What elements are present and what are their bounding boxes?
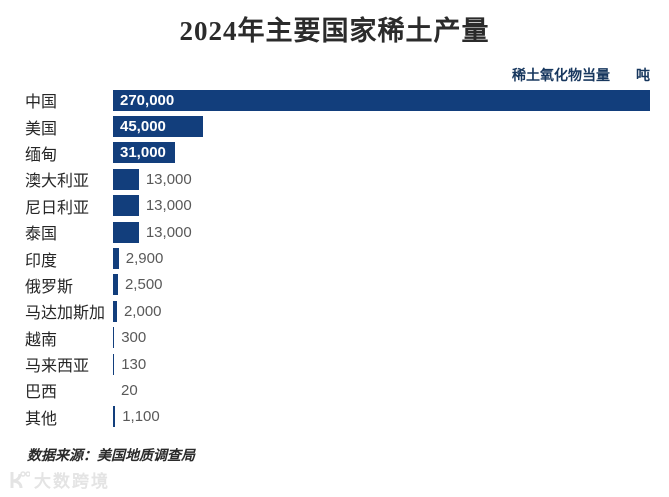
category-label: 美国: [25, 120, 58, 138]
bar-area: 2,000: [113, 298, 669, 324]
value-label: 130: [121, 355, 147, 373]
category-label: 泰国: [25, 226, 58, 244]
bar-area: 13,000: [113, 219, 669, 245]
value-label: 13,000: [145, 170, 192, 188]
category-label: 马来西亚: [25, 358, 90, 376]
value-label: 13,000: [145, 223, 192, 241]
bar: [113, 195, 139, 217]
bar: [113, 353, 115, 375]
category-label: 其他: [25, 410, 58, 428]
bar-area: 20: [113, 377, 669, 403]
chart-row: 巴西 20: [25, 377, 669, 403]
category-label: 巴西: [25, 384, 58, 402]
chart-row: 中国 270,000: [25, 87, 669, 113]
bar: 31,000: [113, 142, 175, 164]
bar-area: 31,000: [113, 140, 669, 166]
watermark-text: 大数跨境: [34, 472, 110, 491]
category-label: 尼日利亚: [25, 199, 90, 217]
watermark-logo-icon: [8, 470, 31, 490]
bar: [113, 168, 139, 190]
chart-row: 马来西亚 130: [25, 351, 669, 377]
category-label: 马达加斯加: [25, 305, 106, 323]
value-label: 2,500: [124, 276, 163, 294]
chart-row: 印度 2,900: [25, 245, 669, 271]
value-label: 13,000: [145, 197, 192, 215]
chart-row: 泰国 13,000: [25, 219, 669, 245]
bar: [113, 300, 117, 322]
bar-area: 1,100: [113, 404, 669, 430]
value-label: 300: [121, 329, 147, 347]
value-label: 45,000: [120, 118, 166, 136]
category-label: 越南: [25, 331, 58, 349]
chart-row: 俄罗斯 2,500: [25, 272, 669, 298]
chart-row: 马达加斯加 2,000: [25, 298, 669, 324]
value-label: 1,100: [122, 408, 160, 426]
bar: [113, 406, 116, 428]
bar: [113, 327, 115, 349]
category-label: 缅甸: [25, 146, 58, 164]
category-label: 印度: [25, 252, 58, 270]
bar-area: 300: [113, 325, 669, 351]
bar-area: 2,500: [113, 272, 669, 298]
bar: [113, 274, 118, 296]
value-axis-label: 稀土氧化物当量 吨: [0, 66, 650, 84]
bar: 270,000: [113, 89, 650, 111]
chart-row: 越南 300: [25, 325, 669, 351]
category-label: 中国: [25, 94, 58, 112]
value-label: 2,000: [123, 302, 162, 320]
bar: [113, 248, 119, 270]
bar-area: 13,000: [113, 193, 669, 219]
unit-label-text: 稀土氧化物当量: [512, 67, 610, 83]
chart-row: 其他 1,100: [25, 404, 669, 430]
bar: [113, 221, 139, 243]
chart-row: 澳大利亚 13,000: [25, 166, 669, 192]
category-label: 澳大利亚: [25, 173, 90, 191]
category-label: 俄罗斯: [25, 278, 74, 296]
watermark: 大数跨境: [8, 467, 110, 492]
chart-row: 尼日利亚 13,000: [25, 193, 669, 219]
bar-area: 13,000: [113, 166, 669, 192]
value-label: 31,000: [120, 144, 166, 162]
source-note: 数据来源：美国地质调查局: [27, 449, 195, 465]
chart-title: 2024年主要国家稀土产量: [179, 16, 490, 46]
chart-row: 缅甸 31,000: [25, 140, 669, 166]
bar-area: 45,000: [113, 113, 669, 139]
bar-area: 2,900: [113, 245, 669, 271]
chart-row: 美国 45,000: [25, 113, 669, 139]
bar-chart: 中国 270,000 美国 45,000 缅甸 31,000 澳大利亚 13,000 尼日利亚 1…: [0, 87, 669, 430]
value-label: 270,000: [120, 91, 175, 109]
bar: 45,000: [113, 116, 203, 138]
value-label: 20: [121, 381, 138, 399]
unit-text: 吨: [636, 67, 650, 83]
bar-area: 270,000: [113, 87, 669, 113]
value-label: 2,900: [125, 250, 164, 268]
bar-area: 130: [113, 351, 669, 377]
